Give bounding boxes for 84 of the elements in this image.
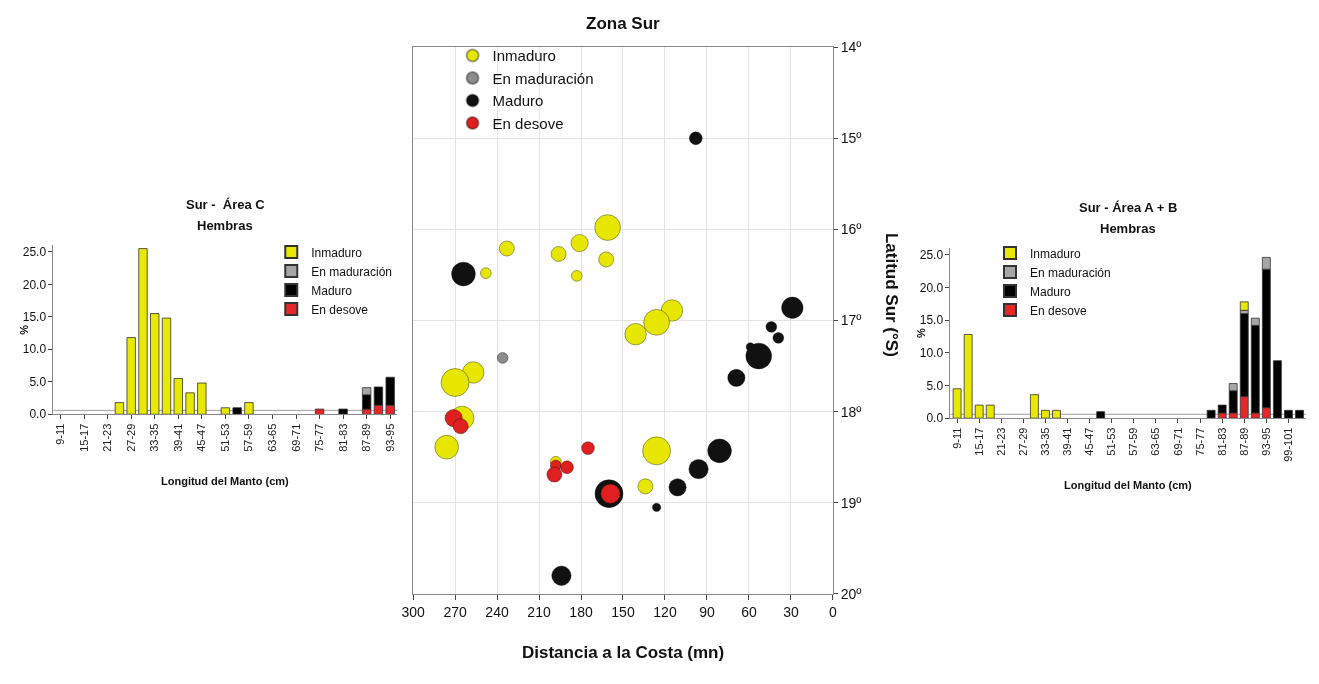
x-tick-label: 93-95 xyxy=(1259,427,1272,456)
x-tick-label: 63-65 xyxy=(1149,427,1162,456)
x-tick-label: 39-41 xyxy=(171,423,184,452)
y-tick-label: 10.0 xyxy=(22,342,47,357)
x-tick-label: 15-17 xyxy=(972,427,985,456)
y-tick-label: 17º xyxy=(840,312,862,329)
x-tick-label: 75-77 xyxy=(1193,427,1206,456)
x-tick-label: 51-53 xyxy=(1105,427,1118,456)
x-tick-label: 60 xyxy=(741,603,757,620)
x-tick-label: 45-47 xyxy=(195,423,208,452)
x-tick-label: 30 xyxy=(783,603,799,620)
y-tick-label: 20.0 xyxy=(22,277,47,292)
y-tick-label: 10.0 xyxy=(919,346,944,361)
legend-label: En maduración xyxy=(1029,265,1111,280)
x-tick-label: 69-71 xyxy=(1171,427,1184,456)
x-tick-label: 93-95 xyxy=(383,423,396,452)
x-tick-label: 57-59 xyxy=(242,423,255,452)
y-tick-label: 0.0 xyxy=(29,407,47,422)
chart-title: Zona Sur xyxy=(586,14,661,33)
x-tick-label: 87-89 xyxy=(360,423,373,452)
y-tick-label: 15.0 xyxy=(919,313,944,328)
legend-label: En desove xyxy=(311,302,369,317)
y-tick-label: 5.0 xyxy=(926,378,944,393)
x-tick-label: 45-47 xyxy=(1083,427,1096,456)
x-tick-label: 9-11 xyxy=(54,423,67,445)
x-tick-label: 180 xyxy=(569,603,593,620)
x-tick-label: 39-41 xyxy=(1061,427,1074,456)
y-tick-label: 15º xyxy=(840,130,862,147)
x-tick-label: 0 xyxy=(829,603,838,620)
x-axis-title: Distancia a la Costa (mn) xyxy=(522,643,725,662)
x-axis-title: Longitud del Manto (cm) xyxy=(1064,479,1193,491)
legend-label: Inmaduro xyxy=(492,47,556,65)
x-tick-label: 270 xyxy=(443,603,467,620)
legend-label: Inmaduro xyxy=(1029,246,1082,261)
y-tick-label: 15.0 xyxy=(22,310,47,324)
chart-subtitle: Hembras xyxy=(1100,221,1156,236)
x-tick-label: 87-89 xyxy=(1237,427,1250,456)
x-tick-label: 15-17 xyxy=(77,423,90,452)
x-tick-label: 90 xyxy=(699,603,715,620)
x-tick-label: 21-23 xyxy=(994,427,1007,456)
x-tick-label: 99-101 xyxy=(1282,427,1295,462)
x-tick-label: 63-65 xyxy=(266,423,279,452)
y-axis-title: % xyxy=(914,328,927,339)
y-tick-label: 20.0 xyxy=(919,280,944,295)
chart-title: Sur - Área A + B xyxy=(1079,200,1178,215)
y-tick-label: 0.0 xyxy=(926,411,944,426)
x-tick-label: 300 xyxy=(401,603,425,620)
chart-title: Sur - Área C xyxy=(186,197,266,212)
x-tick-label: 81-83 xyxy=(1215,427,1228,456)
x-tick-label: 81-83 xyxy=(336,423,349,452)
y-axis-title: Latitud Sur (°S) xyxy=(882,232,902,357)
x-tick-label: 27-29 xyxy=(1016,427,1029,456)
legend-label: En maduración xyxy=(311,264,392,279)
y-axis-title: % xyxy=(18,324,31,335)
y-tick-label: 5.0 xyxy=(29,374,47,389)
x-axis-title: Longitud del Manto (cm) xyxy=(161,475,290,487)
x-tick-label: 51-53 xyxy=(218,423,231,452)
legend-label: Maduro xyxy=(492,92,544,110)
x-tick-label: 33-35 xyxy=(148,423,161,452)
x-tick-label: 240 xyxy=(485,603,509,620)
y-tick-label: 20º xyxy=(840,585,862,602)
y-tick-label: 16º xyxy=(840,221,862,238)
x-tick-label: 57-59 xyxy=(1127,427,1140,456)
legend-label: En desove xyxy=(1029,303,1088,318)
y-tick-label: 25.0 xyxy=(22,245,47,260)
legend-label: Maduro xyxy=(1029,284,1071,299)
x-tick-label: 69-71 xyxy=(289,423,302,452)
x-tick-label: 75-77 xyxy=(313,423,326,452)
x-tick-label: 21-23 xyxy=(101,423,114,452)
x-tick-label: 33-35 xyxy=(1039,427,1052,456)
chart-subtitle: Hembras xyxy=(197,218,253,233)
x-tick-label: 9-11 xyxy=(950,427,963,449)
y-tick-label: 18º xyxy=(840,403,862,420)
y-tick-label: 25.0 xyxy=(919,247,944,262)
legend-label: Inmaduro xyxy=(311,245,363,260)
legend-label: En maduración xyxy=(492,69,594,87)
x-tick-label: 210 xyxy=(527,603,551,620)
x-tick-label: 150 xyxy=(611,603,635,620)
y-tick-label: 14º xyxy=(840,38,862,55)
x-tick-label: 27-29 xyxy=(124,423,137,452)
x-tick-label: 120 xyxy=(653,603,677,620)
legend-label: Maduro xyxy=(311,283,353,298)
legend-label: En desove xyxy=(492,114,564,132)
y-tick-label: 19º xyxy=(840,494,862,511)
